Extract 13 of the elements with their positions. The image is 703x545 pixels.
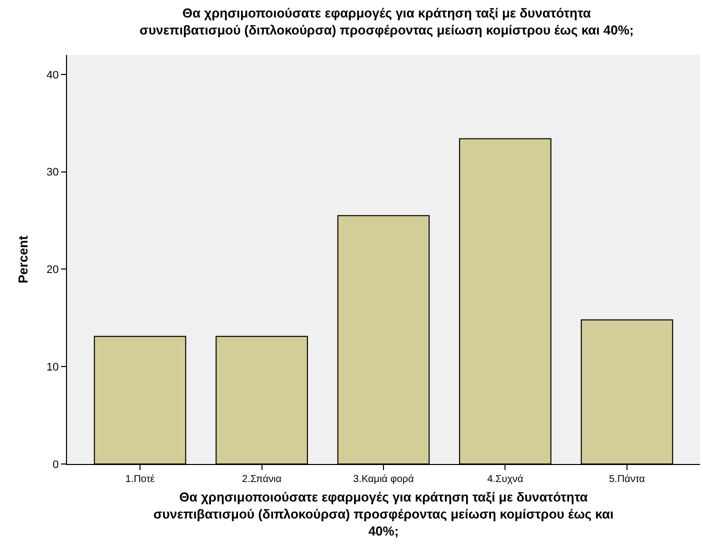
- y-tick-label: 40: [46, 69, 59, 82]
- y-tick-label: 20: [46, 264, 59, 276]
- x-tick-label: 3.Καμιά φορά: [353, 474, 414, 485]
- y-tick-label: 10: [46, 361, 59, 374]
- x-tick-label: 1.Ποτέ: [125, 474, 156, 485]
- y-axis-title: Percent: [16, 234, 30, 284]
- x-tick-label: 2.Σπάνια: [242, 474, 282, 485]
- chart-title: Θα χρησιμοποιούσατε εφαρμογές για κράτηση ταξί με δυνατότητα συνεπιβατισμού (διπλοκούρσα) προσφέροντας μείωση κομίστρου έως και 40%;: [140, 5, 634, 38]
- y-tick-label: 30: [46, 166, 59, 179]
- y-tick-label: 0: [52, 458, 59, 471]
- x-tick-label: 5.Πάντα: [608, 474, 646, 485]
- x-tick-label: 4.Συχνά: [487, 474, 524, 485]
- x-axis-title: Θα χρησιμοποιούσατε εφαρμογές για κράτηση ταξί με δυνατότητα συνεπιβατισμού (διπλοκούρσα) προσφέροντας μείωση κομίστρου έως και 40%;: [153, 490, 614, 538]
